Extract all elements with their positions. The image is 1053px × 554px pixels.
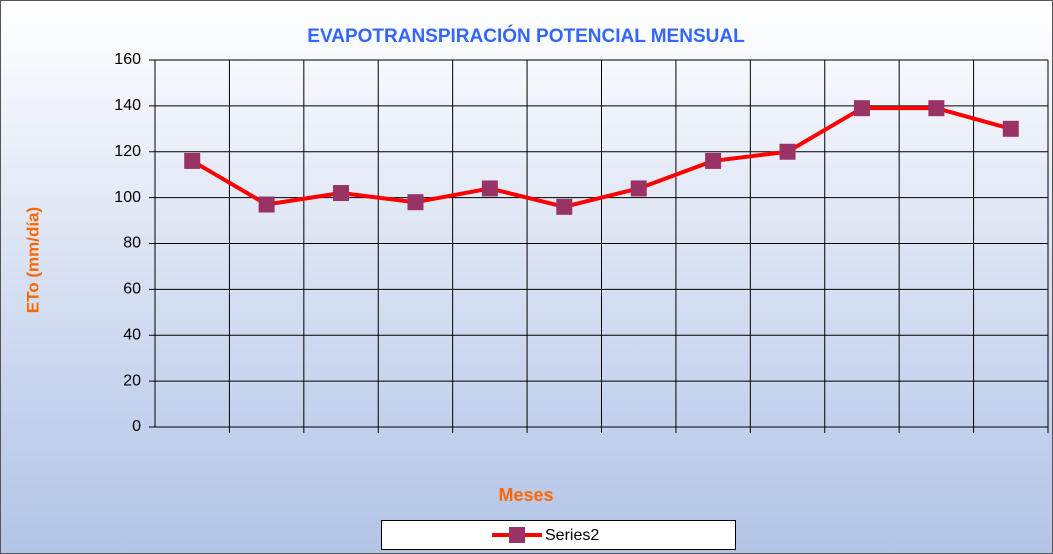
legend-marker [509, 527, 525, 543]
y-tick-label: 140 [114, 97, 141, 114]
y-tick-label: 80 [123, 235, 141, 252]
y-tick-label: 0 [132, 418, 141, 435]
data-point [705, 152, 722, 169]
data-point [853, 100, 870, 117]
legend-box [381, 520, 736, 550]
y-tick-label: 40 [123, 326, 141, 343]
series-line [191, 106, 1012, 209]
legend-label: Series2 [545, 527, 599, 544]
data-point [481, 180, 498, 197]
data-point [928, 100, 945, 117]
y-tick-label: 160 [114, 51, 141, 68]
y-tick-label: 120 [114, 143, 141, 160]
y-axis-label: ETo (mm/día) [23, 207, 42, 313]
data-point [779, 143, 796, 160]
chart-title: EVAPOTRANSPIRACIÓN POTENCIAL MENSUAL [307, 25, 745, 47]
legend: Series2 [381, 520, 736, 550]
data-point [184, 152, 201, 169]
y-tick-label: 60 [123, 281, 141, 298]
y-tick-label: 20 [123, 372, 141, 389]
plot-area: 0 20 40 60 80 100 120 140 160 [114, 51, 1049, 435]
y-tick-label: 100 [114, 189, 141, 206]
data-point [630, 180, 647, 197]
data-point [1002, 120, 1019, 137]
data-point [407, 194, 424, 211]
data-point [333, 185, 350, 202]
x-axis-label: Meses [498, 485, 553, 505]
data-point [258, 196, 275, 213]
data-point [556, 198, 573, 215]
